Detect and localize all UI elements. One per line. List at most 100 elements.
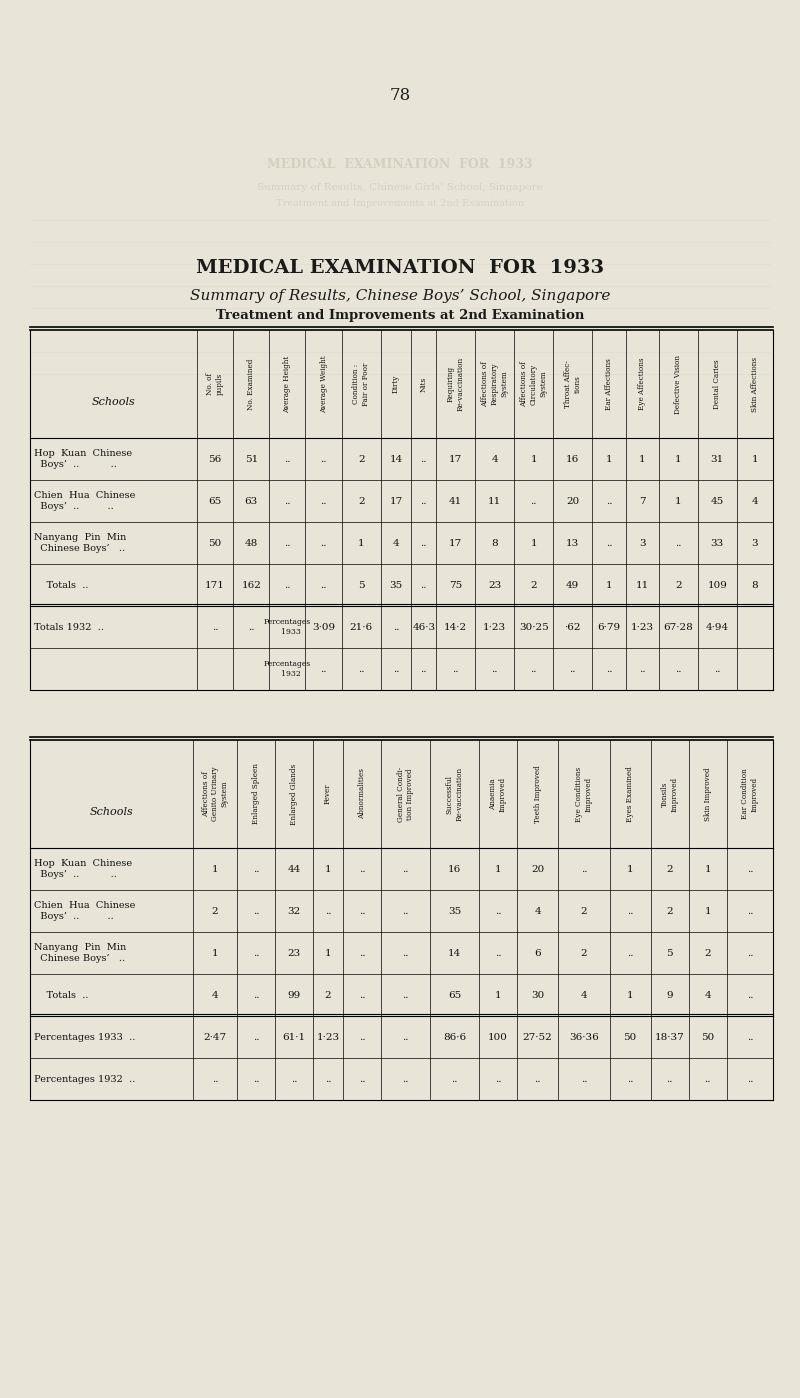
Text: Chien  Hua  Chinese
  Boys’  ..         ..: Chien Hua Chinese Boys’ .. .. <box>34 902 135 921</box>
Text: 4: 4 <box>491 454 498 464</box>
Text: ..: .. <box>627 1075 634 1083</box>
Text: 1: 1 <box>751 454 758 464</box>
Text: Chien  Hua  Chinese
  Boys’  ..         ..: Chien Hua Chinese Boys’ .. .. <box>34 491 135 510</box>
Text: Percentages 1932  ..: Percentages 1932 .. <box>34 1075 135 1083</box>
Text: 3: 3 <box>751 538 758 548</box>
Text: Ear Affections: Ear Affections <box>605 358 613 410</box>
Text: 11: 11 <box>635 580 649 590</box>
Text: 5: 5 <box>358 580 365 590</box>
Text: ..: .. <box>495 948 502 958</box>
Text: 4: 4 <box>751 496 758 506</box>
Text: ..: .. <box>627 948 634 958</box>
Text: 1: 1 <box>495 864 502 874</box>
Text: ..: .. <box>581 864 587 874</box>
Text: Affections of
Circulatory
System: Affections of Circulatory System <box>520 361 547 407</box>
Text: 35: 35 <box>448 906 461 916</box>
Text: ..: .. <box>666 1075 673 1083</box>
Text: ..: .. <box>358 864 366 874</box>
Text: 48: 48 <box>245 538 258 548</box>
Text: 13: 13 <box>566 538 579 548</box>
Text: 21·6: 21·6 <box>350 622 373 632</box>
Text: Average Height: Average Height <box>283 355 291 412</box>
Text: 2: 2 <box>530 580 537 590</box>
Text: Summary of Results, Chinese Girls’ School, Singapore: Summary of Results, Chinese Girls’ Schoo… <box>257 183 543 192</box>
Text: 23: 23 <box>287 948 301 958</box>
Text: 7: 7 <box>639 496 646 506</box>
Text: 5: 5 <box>666 948 673 958</box>
Text: Fever: Fever <box>324 784 332 804</box>
Text: ..: .. <box>421 538 427 548</box>
Text: 2: 2 <box>212 906 218 916</box>
Text: 1: 1 <box>639 454 646 464</box>
Text: 35: 35 <box>390 580 402 590</box>
Text: 4: 4 <box>534 906 541 916</box>
Text: ..: .. <box>746 1075 753 1083</box>
Text: ..: .. <box>495 1075 502 1083</box>
Text: ..: .. <box>212 622 218 632</box>
Text: 36·36: 36·36 <box>569 1033 598 1042</box>
Text: ..: .. <box>746 864 753 874</box>
Text: 33: 33 <box>710 538 724 548</box>
Text: Tonsils
Improved: Tonsils Improved <box>661 776 678 812</box>
Text: 1: 1 <box>704 906 711 916</box>
Text: ..: .. <box>325 1075 331 1083</box>
Text: 9: 9 <box>666 991 673 1000</box>
Text: ..: .. <box>675 538 682 548</box>
Text: 1: 1 <box>606 454 612 464</box>
Text: 32: 32 <box>287 906 301 916</box>
Text: General Condi-
tion Improved: General Condi- tion Improved <box>397 766 414 822</box>
Text: ..: .. <box>253 991 259 1000</box>
Text: 45: 45 <box>710 496 724 506</box>
Text: ..: .. <box>325 906 331 916</box>
Text: ..: .. <box>320 580 327 590</box>
Text: ..: .. <box>248 622 254 632</box>
Text: ..: .. <box>402 864 409 874</box>
Text: 2·47: 2·47 <box>203 1033 226 1042</box>
Text: 1: 1 <box>627 864 634 874</box>
Text: 4: 4 <box>393 538 399 548</box>
Text: Summary of Results, Chinese Boys’ School, Singapore: Summary of Results, Chinese Boys’ School… <box>190 289 610 303</box>
Text: Percentages 1933  ..: Percentages 1933 .. <box>34 1033 135 1042</box>
Text: Totals 1932  ..: Totals 1932 .. <box>34 622 104 632</box>
Text: ..: .. <box>253 1075 259 1083</box>
Text: Schools: Schools <box>92 397 135 407</box>
Text: 56: 56 <box>209 454 222 464</box>
Text: 4: 4 <box>704 991 711 1000</box>
Text: ..: .. <box>320 496 327 506</box>
Text: 16: 16 <box>566 454 579 464</box>
Text: ..: .. <box>402 1033 409 1042</box>
Text: 1: 1 <box>358 538 365 548</box>
Text: Dental Caries: Dental Caries <box>714 359 722 408</box>
Text: Treatment and Improvements at 2nd Examination: Treatment and Improvements at 2nd Examin… <box>216 309 584 322</box>
Text: Ear Condition
Improved: Ear Condition Improved <box>741 769 758 819</box>
Text: No. of
pupils: No. of pupils <box>206 373 224 396</box>
Text: 11: 11 <box>488 496 502 506</box>
Text: 2: 2 <box>581 948 587 958</box>
Text: 50: 50 <box>701 1033 714 1042</box>
Text: 1·23: 1·23 <box>317 1033 339 1042</box>
Text: 2: 2 <box>666 864 673 874</box>
Text: ..: .. <box>358 948 366 958</box>
Text: 17: 17 <box>449 454 462 464</box>
Text: 1: 1 <box>212 864 218 874</box>
Text: MEDICAL EXAMINATION  FOR  1933: MEDICAL EXAMINATION FOR 1933 <box>196 259 604 277</box>
Text: Average Weight: Average Weight <box>319 355 327 412</box>
Text: 23: 23 <box>488 580 502 590</box>
Text: 171: 171 <box>205 580 225 590</box>
Text: ..: .. <box>284 454 290 464</box>
Text: ..: .. <box>639 664 646 674</box>
Text: Totals  ..: Totals .. <box>34 580 89 590</box>
Text: 1: 1 <box>675 454 682 464</box>
Text: Condition :
Fair or Poor: Condition : Fair or Poor <box>352 362 370 405</box>
Text: ..: .. <box>290 1075 298 1083</box>
Text: Nits: Nits <box>420 376 428 391</box>
Text: ..: .. <box>320 454 327 464</box>
Text: ..: .. <box>212 1075 218 1083</box>
Text: 100: 100 <box>488 1033 508 1042</box>
Text: 17: 17 <box>449 538 462 548</box>
Text: ..: .. <box>393 664 399 674</box>
Text: 50: 50 <box>623 1033 637 1042</box>
Text: Anaemia
Improved: Anaemia Improved <box>490 776 507 812</box>
Text: Affections of
Respiratory
System: Affections of Respiratory System <box>482 361 508 407</box>
Text: Eye Affections: Eye Affections <box>638 358 646 410</box>
